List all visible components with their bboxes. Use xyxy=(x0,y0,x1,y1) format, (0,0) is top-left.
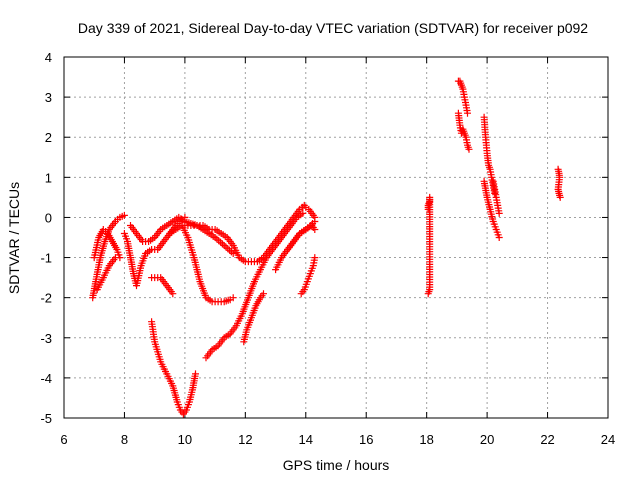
data-point xyxy=(556,193,564,201)
grid-lines xyxy=(64,57,608,418)
data-point xyxy=(424,290,432,298)
series-arc-11 xyxy=(240,290,267,346)
y-tick-label: 1 xyxy=(45,170,52,185)
y-tick-label: -4 xyxy=(40,371,52,386)
data-point xyxy=(299,209,307,217)
series-arc-21 xyxy=(480,177,503,241)
x-tick-label: 8 xyxy=(121,432,128,447)
y-tick-label: 0 xyxy=(45,210,52,225)
x-tick-label: 24 xyxy=(601,432,615,447)
x-tick-label: 16 xyxy=(359,432,373,447)
plot-frame xyxy=(63,56,609,419)
data-point xyxy=(229,294,237,302)
data-point xyxy=(169,290,177,298)
data-point xyxy=(220,242,228,249)
series-arc-3 xyxy=(93,254,119,294)
data-point xyxy=(120,211,128,219)
y-tick-label: -5 xyxy=(40,411,52,426)
y-tick-label: 2 xyxy=(45,130,52,145)
data-point xyxy=(311,254,319,262)
data-point xyxy=(464,109,471,117)
series-arc-9 xyxy=(181,222,267,266)
data-point xyxy=(465,145,473,153)
data-point xyxy=(311,213,319,221)
x-axis-label: GPS time / hours xyxy=(283,457,390,473)
series-arc-6 xyxy=(148,274,177,298)
data-point xyxy=(192,370,199,378)
series-arc-2 xyxy=(90,226,124,262)
y-tick-label: -1 xyxy=(40,251,52,266)
series-arc-8 xyxy=(166,222,237,306)
data-point xyxy=(111,254,119,262)
series-arc-18 xyxy=(454,77,471,117)
data-point xyxy=(495,234,503,241)
chart-title: Day 339 of 2021, Sidereal Day-to-day VTE… xyxy=(78,20,588,36)
y-tick-label: -2 xyxy=(40,291,52,306)
series-arc-23 xyxy=(554,165,564,201)
y-tick-label: 3 xyxy=(45,90,52,105)
data-point xyxy=(222,243,230,251)
x-tick-label: 10 xyxy=(178,432,192,447)
y-tick-label: -3 xyxy=(40,331,52,346)
series-arc-19 xyxy=(454,109,473,153)
series-arc-22 xyxy=(489,177,503,217)
data-point xyxy=(227,248,235,256)
series-arc-1 xyxy=(89,211,128,302)
y-tick-label: 4 xyxy=(45,50,52,65)
data-point xyxy=(495,209,503,217)
data-point xyxy=(311,226,319,233)
x-tick-label: 22 xyxy=(540,432,554,447)
x-tick-label: 18 xyxy=(419,432,433,447)
data-point xyxy=(260,290,267,298)
data-points xyxy=(89,77,564,418)
x-tick-label: 20 xyxy=(480,432,494,447)
series-arc-7 xyxy=(148,318,199,418)
series-arc-5 xyxy=(127,213,237,257)
series-arc-15 xyxy=(297,254,319,298)
x-tick-label: 14 xyxy=(299,432,313,447)
series-arc-16 xyxy=(299,203,319,221)
x-tick-label: 6 xyxy=(60,432,67,447)
series-arc-17 xyxy=(424,193,434,298)
x-tick-label: 12 xyxy=(238,432,252,447)
series-arc-12 xyxy=(260,201,308,262)
data-point xyxy=(224,245,232,253)
series-arc-20 xyxy=(480,113,499,197)
data-point xyxy=(218,240,226,248)
y-axis-label: SDTVAR / TECUs xyxy=(6,182,22,294)
